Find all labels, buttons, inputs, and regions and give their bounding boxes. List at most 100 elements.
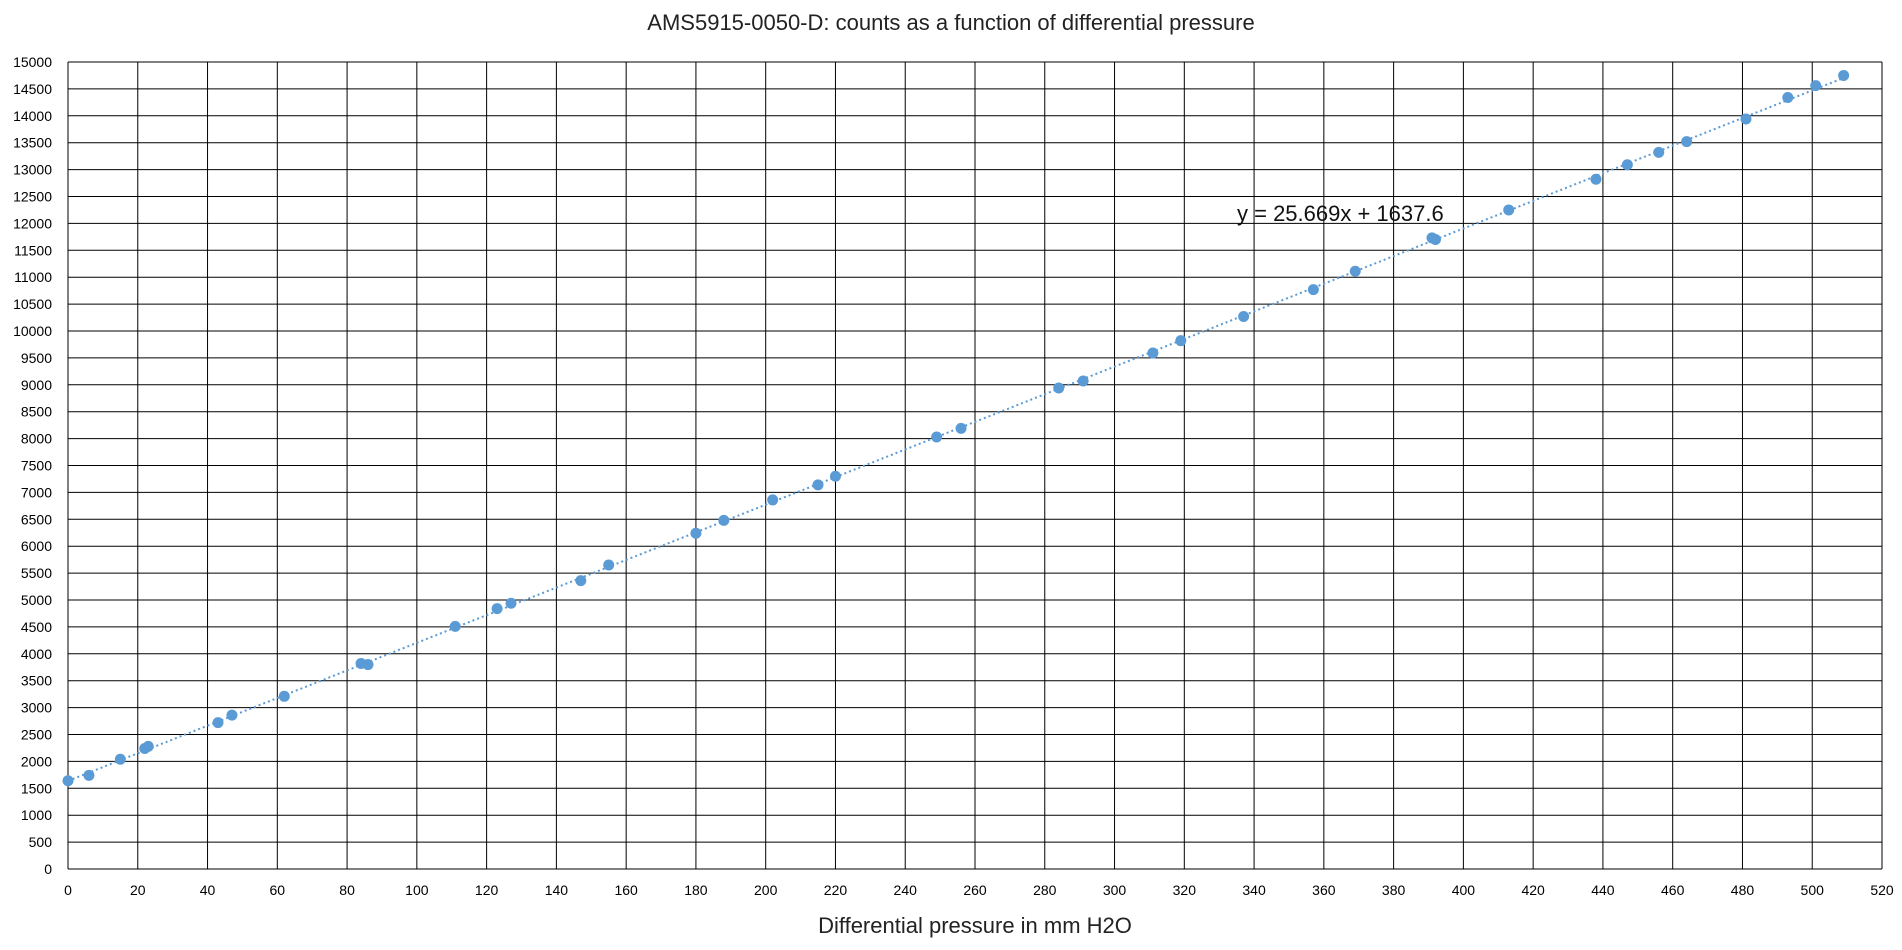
y-tick-label: 5000 <box>21 592 52 608</box>
data-point <box>505 597 517 609</box>
y-tick-label: 8000 <box>21 431 52 447</box>
y-tick-label: 9000 <box>21 377 52 393</box>
y-tick-label: 10500 <box>13 296 52 312</box>
data-point <box>1077 375 1089 387</box>
data-point <box>1681 136 1693 148</box>
data-point <box>1175 335 1187 347</box>
x-tick-label: 440 <box>1591 882 1615 898</box>
data-point <box>142 740 154 752</box>
x-tick-label: 200 <box>754 882 778 898</box>
y-tick-label: 5500 <box>21 565 52 581</box>
y-tick-label: 13500 <box>13 135 52 151</box>
y-tick-label: 4500 <box>21 619 52 635</box>
x-tick-label: 100 <box>405 882 429 898</box>
x-tick-label: 20 <box>130 882 146 898</box>
y-tick-label: 12500 <box>13 189 52 205</box>
y-tick-label: 15000 <box>13 54 52 70</box>
x-tick-label: 300 <box>1103 882 1127 898</box>
y-tick-label: 7000 <box>21 484 52 500</box>
data-point <box>955 422 967 434</box>
grid <box>67 61 1883 870</box>
y-tick-label: 4000 <box>21 646 52 662</box>
y-tick-label: 9500 <box>21 350 52 366</box>
y-tick-label: 500 <box>29 834 53 850</box>
y-tick-label: 14000 <box>13 108 52 124</box>
data-point <box>1590 173 1602 185</box>
y-tick-label: 6500 <box>21 511 52 527</box>
y-tick-label: 13000 <box>13 162 52 178</box>
y-tick-label: 14500 <box>13 81 52 97</box>
y-axis-ticks: 0 500 1000 1500 2000 2500 3000 3500 4000 4500 5000… <box>13 54 52 877</box>
x-tick-label: 220 <box>824 882 848 898</box>
data-point <box>278 690 290 702</box>
y-tick-label: 3500 <box>21 673 52 689</box>
data-point <box>1740 113 1752 125</box>
data-point <box>1238 310 1250 322</box>
data-point <box>1147 347 1159 359</box>
y-tick-label: 7500 <box>21 458 52 474</box>
chart-title: AMS5915-0050-D: counts as a function of … <box>647 10 1254 35</box>
y-tick-label: 2500 <box>21 727 52 743</box>
y-tick-label: 10000 <box>13 323 52 339</box>
data-point <box>114 753 126 765</box>
x-tick-label: 420 <box>1521 882 1545 898</box>
data-point <box>1782 92 1794 104</box>
data-point <box>690 527 702 539</box>
data-points <box>62 69 1850 787</box>
data-point <box>1653 146 1665 158</box>
data-point <box>1429 234 1441 246</box>
data-point <box>212 717 224 729</box>
x-tick-label: 480 <box>1731 882 1755 898</box>
x-tick-label: 240 <box>894 882 918 898</box>
y-tick-label: 1500 <box>21 780 52 796</box>
y-tick-label: 0 <box>44 861 52 877</box>
data-point <box>1349 265 1361 277</box>
x-tick-label: 460 <box>1661 882 1685 898</box>
y-tick-label: 11500 <box>14 242 52 258</box>
x-tick-label: 140 <box>545 882 569 898</box>
y-tick-label: 11000 <box>14 269 52 285</box>
x-tick-label: 180 <box>684 882 708 898</box>
x-tick-label: 40 <box>200 882 216 898</box>
data-point <box>829 470 841 482</box>
data-point <box>1307 284 1319 296</box>
data-point <box>812 479 824 491</box>
data-point <box>1810 80 1822 92</box>
x-tick-label: 500 <box>1801 882 1825 898</box>
data-point <box>83 769 95 781</box>
data-point <box>1621 159 1633 171</box>
data-point <box>449 620 461 632</box>
data-point <box>603 559 615 571</box>
x-axis-title: Differential pressure in mm H2O <box>818 913 1132 938</box>
y-tick-label: 3000 <box>21 700 52 716</box>
x-axis-ticks: 0 20 40 60 80 100 120 140 160 180 200 220 240 260 280 3… <box>64 882 1894 898</box>
x-tick-label: 0 <box>64 882 72 898</box>
y-tick-label: 6000 <box>21 538 52 554</box>
data-point <box>1503 204 1515 216</box>
y-tick-label: 1000 <box>21 807 52 823</box>
data-point <box>931 431 943 443</box>
x-tick-label: 340 <box>1242 882 1266 898</box>
data-point <box>575 575 587 587</box>
x-tick-label: 360 <box>1312 882 1336 898</box>
data-point <box>1838 69 1850 81</box>
data-point <box>1053 382 1065 394</box>
data-point <box>362 659 374 671</box>
x-tick-label: 160 <box>614 882 638 898</box>
x-tick-label: 400 <box>1452 882 1476 898</box>
data-point <box>767 494 779 506</box>
y-tick-label: 8500 <box>21 404 52 420</box>
x-tick-label: 280 <box>1033 882 1057 898</box>
data-point <box>718 514 730 526</box>
x-tick-label: 120 <box>475 882 499 898</box>
x-tick-label: 60 <box>270 882 286 898</box>
y-tick-label: 12000 <box>13 215 52 231</box>
data-point <box>226 709 238 721</box>
data-point <box>491 603 503 615</box>
y-tick-label: 2000 <box>21 753 52 769</box>
x-tick-label: 80 <box>339 882 355 898</box>
x-tick-label: 260 <box>963 882 987 898</box>
trendline-equation: y = 25.669x + 1637.6 <box>1237 201 1444 226</box>
